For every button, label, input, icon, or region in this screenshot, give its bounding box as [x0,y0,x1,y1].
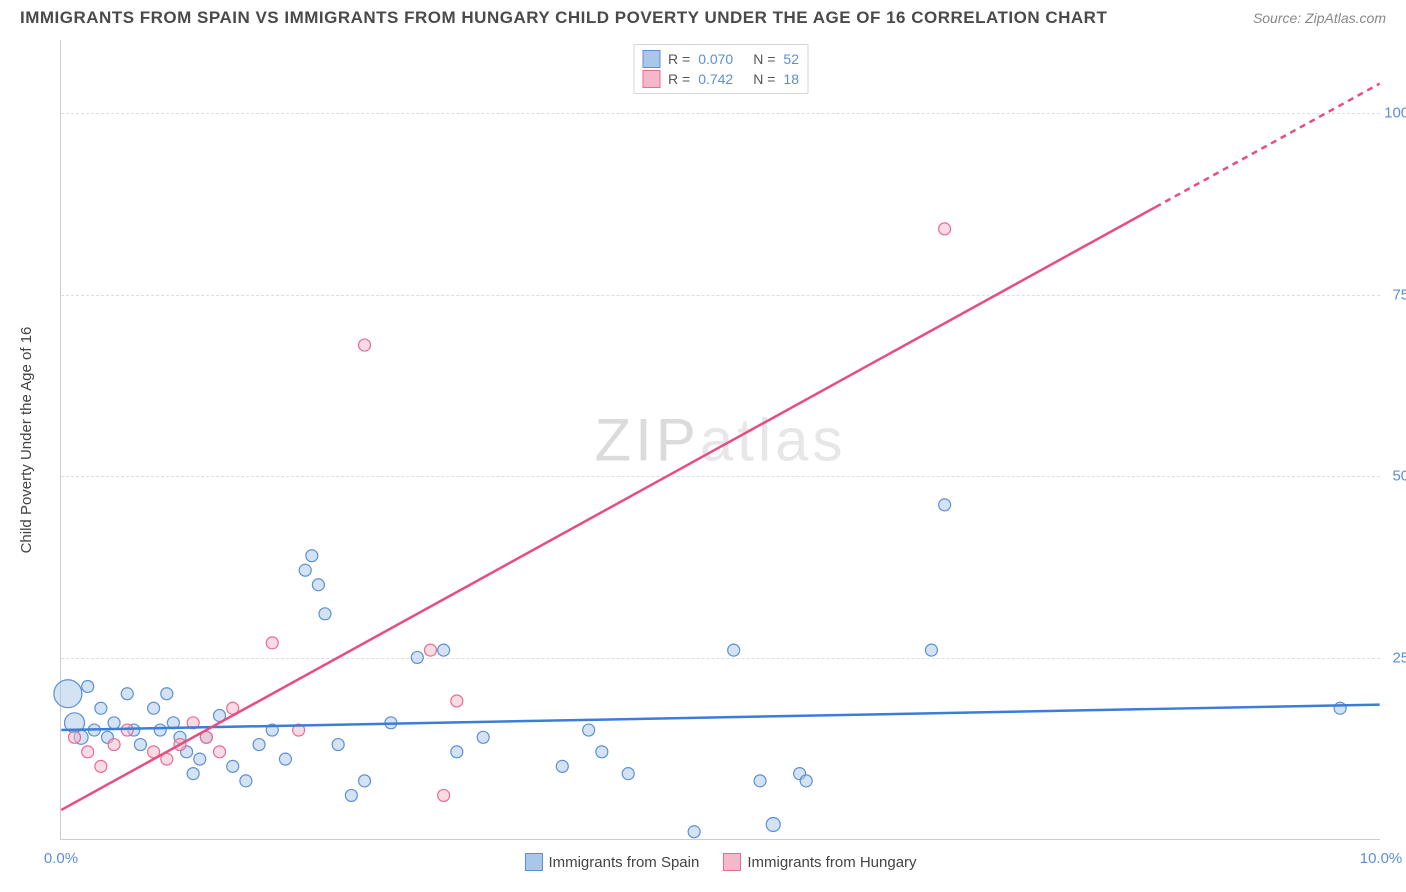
chart-container: ZIPatlas R = 0.070N = 52R = 0.742N = 18 … [60,40,1380,840]
data-point [556,760,568,772]
data-point [82,680,94,692]
data-point [253,739,265,751]
legend-correlation-stats: R = 0.070 N = 52 R = 0.742 N = 18 [633,44,808,94]
data-point [306,550,318,562]
legend-series-label: Immigrants from Spain [548,854,699,871]
legend-series-label: Immigrants from Hungary [747,854,916,871]
data-point [424,644,436,656]
data-point [622,768,634,780]
legend-n-value: 18 [783,71,799,87]
data-point [121,688,133,700]
data-point [451,746,463,758]
legend-series-item: Immigrants from Hungary [723,853,916,871]
data-point [438,789,450,801]
legend-r-label: R = [668,51,690,67]
data-point [766,817,780,831]
data-point [596,746,608,758]
data-point [54,680,82,708]
data-point [240,775,252,787]
data-point [227,760,239,772]
legend-n-value: 52 [783,51,799,67]
data-point [82,746,94,758]
plot-svg [61,40,1380,839]
x-tick-label: 0.0% [44,850,78,867]
y-tick-label: 50.0% [1392,468,1406,485]
data-point [411,651,423,663]
data-point [345,789,357,801]
data-point [359,339,371,351]
data-point [161,688,173,700]
data-point [477,731,489,743]
legend-series-item: Immigrants from Spain [524,853,699,871]
data-point [194,753,206,765]
data-point [95,702,107,714]
data-point [925,644,937,656]
chart-title: IMMIGRANTS FROM SPAIN VS IMMIGRANTS FROM… [20,8,1107,28]
data-point [266,637,278,649]
data-point [69,731,81,743]
data-point [95,760,107,772]
data-point [583,724,595,736]
data-point [438,644,450,656]
legend-swatch [524,853,542,871]
data-point [800,775,812,787]
legend-series: Immigrants from Spain Immigrants from Hun… [524,853,916,871]
data-point [728,644,740,656]
y-tick-label: 100.0% [1384,104,1406,121]
legend-swatch [723,853,741,871]
data-point [148,702,160,714]
legend-r-value: 0.070 [698,51,733,67]
data-point [279,753,291,765]
data-point [134,739,146,751]
data-point [754,775,766,787]
data-point [451,695,463,707]
legend-stat-row: R = 0.742 N = 18 [642,69,799,89]
legend-r-value: 0.742 [698,71,733,87]
data-point [187,768,199,780]
y-tick-label: 25.0% [1392,650,1406,667]
legend-n-label: N = [753,71,775,87]
data-point [359,775,371,787]
plot-area: ZIPatlas R = 0.070N = 52R = 0.742N = 18 … [60,40,1380,840]
legend-r-label: R = [668,71,690,87]
data-point [939,223,951,235]
legend-swatch [642,50,660,68]
legend-stat-row: R = 0.070 N = 52 [642,49,799,69]
y-axis-label: Child Poverty Under the Age of 16 [18,327,35,554]
data-point [312,579,324,591]
legend-swatch [642,70,660,88]
regression-line [61,705,1379,730]
source-attribution: Source: ZipAtlas.com [1253,10,1386,26]
data-point [688,826,700,838]
y-tick-label: 75.0% [1392,286,1406,303]
data-point [108,739,120,751]
data-point [154,724,166,736]
data-point [319,608,331,620]
data-point [299,564,311,576]
data-point [108,717,120,729]
data-point [214,746,226,758]
data-point [332,739,344,751]
data-point [939,499,951,511]
legend-n-label: N = [753,51,775,67]
regression-line-dashed [1156,84,1380,207]
x-tick-label: 10.0% [1360,850,1403,867]
